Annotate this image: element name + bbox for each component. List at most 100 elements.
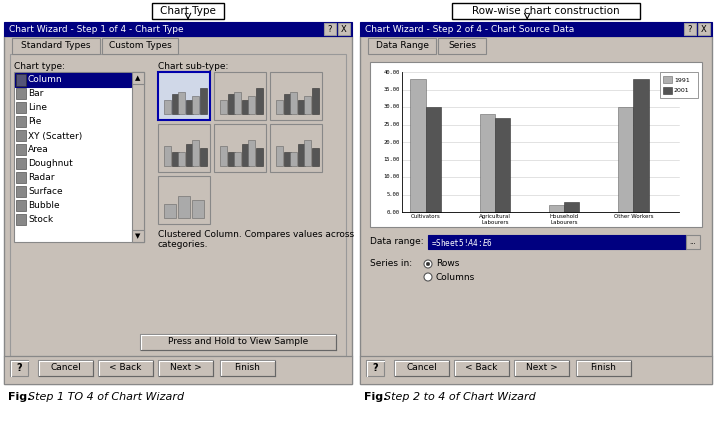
- Bar: [452, 3, 640, 19]
- Bar: [16, 130, 26, 141]
- Bar: [16, 200, 26, 211]
- Bar: [548, 205, 564, 212]
- Text: Finish: Finish: [591, 363, 616, 372]
- Bar: [360, 356, 712, 384]
- Bar: [10, 54, 346, 356]
- Bar: [248, 96, 255, 114]
- Bar: [438, 38, 486, 54]
- Bar: [220, 100, 227, 114]
- Bar: [16, 144, 26, 155]
- Text: 10.00: 10.00: [384, 175, 400, 179]
- Bar: [304, 140, 311, 166]
- Bar: [564, 201, 579, 212]
- Text: 20.00: 20.00: [384, 139, 400, 144]
- Bar: [172, 152, 179, 166]
- Text: Doughnut: Doughnut: [28, 159, 73, 169]
- Bar: [290, 92, 297, 114]
- Bar: [324, 23, 336, 35]
- Text: Stock: Stock: [28, 216, 53, 225]
- Bar: [234, 152, 241, 166]
- Bar: [663, 87, 672, 94]
- Bar: [368, 38, 436, 54]
- Text: Standard Types: Standard Types: [21, 41, 91, 51]
- Bar: [16, 88, 26, 99]
- Bar: [16, 214, 26, 225]
- Text: Step 2 to 4 of Chart Wizard: Step 2 to 4 of Chart Wizard: [384, 392, 536, 402]
- Bar: [178, 152, 185, 166]
- Bar: [370, 62, 702, 227]
- Bar: [576, 360, 631, 376]
- Bar: [220, 146, 227, 166]
- Bar: [172, 94, 179, 114]
- Bar: [290, 152, 297, 166]
- Text: Cancel: Cancel: [406, 363, 437, 372]
- Bar: [14, 72, 144, 242]
- Bar: [298, 100, 305, 114]
- Bar: [192, 200, 204, 218]
- Bar: [158, 72, 210, 120]
- Bar: [410, 79, 425, 212]
- Bar: [284, 152, 291, 166]
- Text: X: X: [701, 25, 707, 34]
- Bar: [214, 124, 266, 172]
- Text: 15.00: 15.00: [384, 157, 400, 162]
- Text: Surface: Surface: [28, 187, 62, 196]
- Text: Next >: Next >: [170, 363, 201, 372]
- Bar: [200, 88, 207, 114]
- Bar: [214, 72, 266, 120]
- Bar: [16, 116, 26, 127]
- Text: 1991: 1991: [674, 78, 690, 83]
- Text: Chart Wizard - Step 2 of 4 - Chart Source Data: Chart Wizard - Step 2 of 4 - Chart Sourc…: [365, 25, 574, 34]
- Bar: [633, 79, 649, 212]
- Text: 5.00: 5.00: [387, 192, 400, 197]
- Bar: [102, 38, 178, 54]
- Text: ▼: ▼: [135, 233, 140, 239]
- Text: Finish: Finish: [235, 363, 261, 372]
- Bar: [366, 360, 384, 376]
- Bar: [256, 88, 263, 114]
- Circle shape: [424, 260, 432, 268]
- Text: Cancel: Cancel: [50, 363, 81, 372]
- Bar: [158, 124, 210, 172]
- Text: Bar: Bar: [28, 89, 44, 98]
- Bar: [164, 204, 176, 218]
- Bar: [480, 114, 495, 212]
- Bar: [4, 36, 352, 384]
- Text: Fig.: Fig.: [364, 392, 387, 402]
- Text: Clustered Column. Compares values across
categories.: Clustered Column. Compares values across…: [158, 230, 354, 249]
- Text: ?: ?: [16, 363, 21, 373]
- Bar: [276, 146, 283, 166]
- Bar: [16, 186, 26, 197]
- Bar: [298, 144, 305, 166]
- Bar: [454, 360, 509, 376]
- Bar: [425, 107, 441, 212]
- Text: Press and Hold to View Sample: Press and Hold to View Sample: [168, 337, 308, 346]
- Text: Area: Area: [28, 146, 49, 155]
- Bar: [164, 100, 171, 114]
- Text: Column: Column: [28, 75, 62, 84]
- Bar: [98, 360, 153, 376]
- Bar: [152, 3, 224, 19]
- Bar: [276, 100, 283, 114]
- Bar: [495, 118, 510, 212]
- Text: 35.00: 35.00: [384, 87, 400, 92]
- Bar: [234, 92, 241, 114]
- Bar: [16, 102, 26, 113]
- Bar: [312, 88, 319, 114]
- Bar: [200, 148, 207, 166]
- Text: ...: ...: [690, 239, 697, 245]
- Text: < Back: < Back: [110, 363, 142, 372]
- Bar: [228, 152, 235, 166]
- Bar: [618, 107, 633, 212]
- Bar: [220, 360, 275, 376]
- Bar: [12, 38, 100, 54]
- Text: ?: ?: [328, 25, 332, 34]
- Bar: [270, 124, 322, 172]
- Bar: [38, 360, 93, 376]
- Bar: [186, 144, 193, 166]
- Bar: [312, 148, 319, 166]
- Text: Chart sub-type:: Chart sub-type:: [158, 62, 228, 71]
- Bar: [428, 235, 686, 249]
- Text: Series in:: Series in:: [370, 259, 412, 268]
- Text: 30.00: 30.00: [384, 104, 400, 109]
